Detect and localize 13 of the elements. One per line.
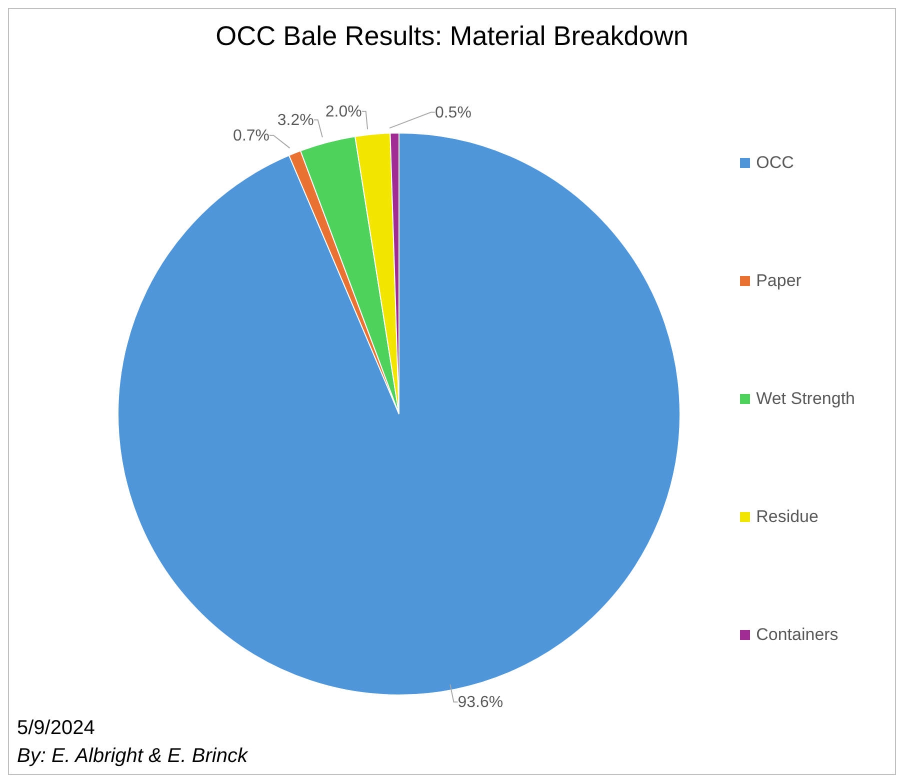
legend-label: Residue: [756, 507, 818, 527]
data-label: 0.5%: [434, 104, 472, 122]
legend-label: OCC: [756, 153, 794, 173]
data-label: 2.0%: [325, 103, 362, 120]
chart-title: OCC Bale Results: Material Breakdown: [214, 20, 690, 53]
legend-label: Paper: [756, 271, 802, 291]
legend-label: Containers: [756, 625, 838, 645]
text: 5/9/2024: [17, 717, 95, 740]
data-label: 3.2%: [277, 112, 314, 129]
text: By: E. Albright & E. Brinck: [17, 745, 248, 768]
legend-label: Wet Strength: [756, 389, 855, 409]
data-label: 93.6%: [458, 694, 504, 711]
data-label: 0.7%: [233, 127, 270, 144]
